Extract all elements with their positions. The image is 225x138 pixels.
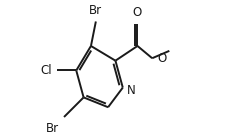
Text: Br: Br bbox=[46, 122, 59, 135]
Text: Br: Br bbox=[89, 4, 102, 17]
Text: Cl: Cl bbox=[40, 64, 52, 77]
Text: N: N bbox=[126, 83, 135, 97]
Text: O: O bbox=[156, 52, 166, 65]
Text: O: O bbox=[132, 6, 142, 19]
